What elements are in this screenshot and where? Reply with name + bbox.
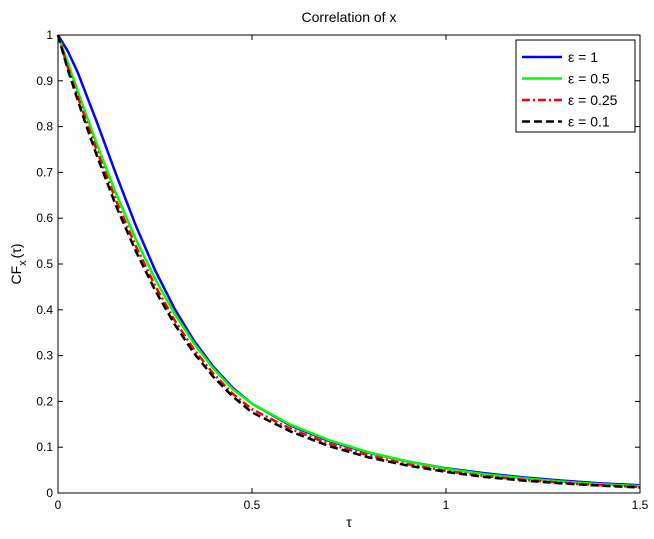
legend-label-0: ε = 1 <box>568 49 598 65</box>
y-tick-label: 1 <box>46 28 53 42</box>
y-tick-label: 0.1 <box>36 440 53 454</box>
y-axis-title-main: CF <box>8 266 24 285</box>
y-tick-label: 0.6 <box>36 211 53 225</box>
y-tick-label: 0 <box>46 486 53 500</box>
y-tick-label: 0.3 <box>36 349 53 363</box>
y-tick-label: 0.5 <box>36 257 53 271</box>
y-axis-title-tail: (τ) <box>8 243 24 258</box>
x-axis-title: τ <box>346 514 352 530</box>
legend-box <box>515 39 636 133</box>
y-axis-title-subscript: x <box>17 260 29 266</box>
legend-label-2: ε = 0.25 <box>568 92 618 108</box>
series-line-1 <box>56 34 641 488</box>
y-tick-label: 0.4 <box>36 303 53 317</box>
x-tick-label: 0.5 <box>244 498 261 512</box>
y-axis-title: CFx (τ) <box>8 243 29 284</box>
x-axis: 0 0.5 1 1.5 <box>55 35 649 512</box>
legend-label-3: ε = 0.1 <box>568 114 610 130</box>
x-tick-label: 0 <box>55 498 62 512</box>
y-tick-label: 0.9 <box>36 74 53 88</box>
series-lines <box>56 34 641 489</box>
series-line-3 <box>56 34 641 489</box>
y-tick-label: 0.2 <box>36 394 53 408</box>
y-axis: 0 0.1 0.2 0.3 0.4 0.5 0.6 0.7 0.8 0.9 1 <box>36 28 640 500</box>
y-tick-label: 0.7 <box>36 165 53 179</box>
legend: ε = 1 ε = 0.5 ε = 0.25 ε = 0.1 <box>515 39 636 133</box>
chart-title: Correlation of x <box>302 9 397 25</box>
legend-label-1: ε = 0.5 <box>568 71 610 87</box>
x-tick-label: 1.5 <box>632 498 649 512</box>
y-tick-label: 0.8 <box>36 120 53 134</box>
x-tick-label: 1 <box>443 498 450 512</box>
